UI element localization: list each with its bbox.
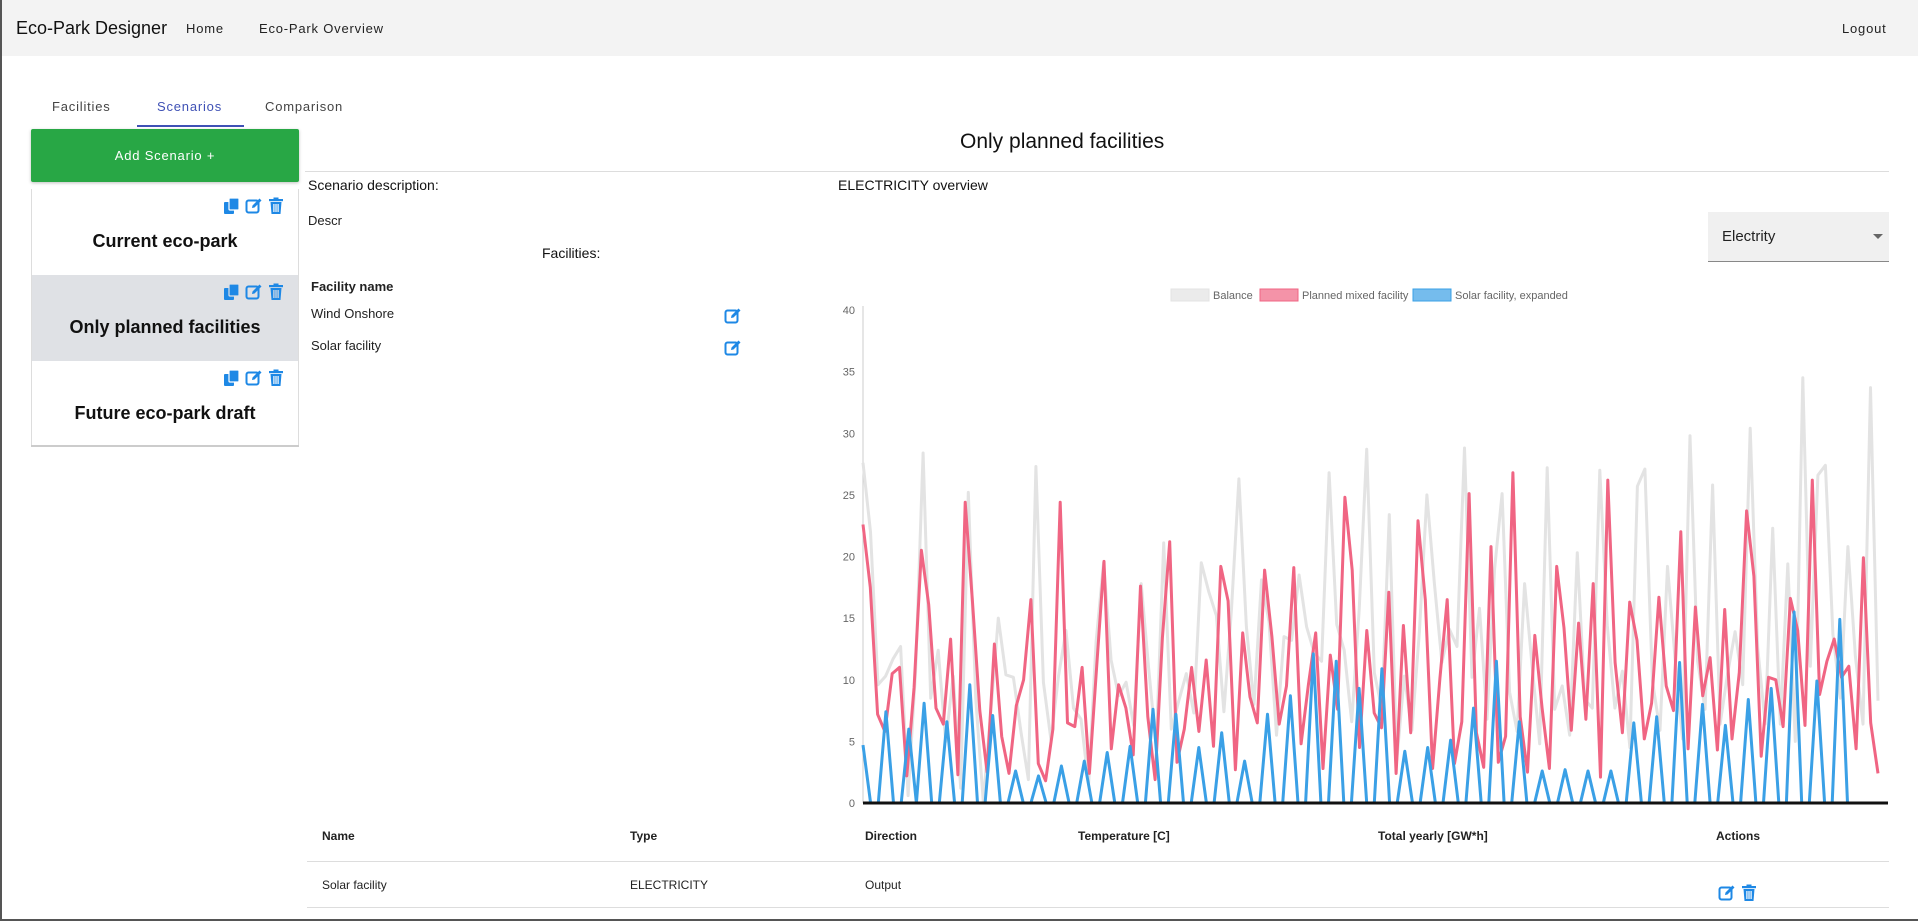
legend-label: Planned mixed facility — [1302, 290, 1409, 302]
cell-type: ELECTRICITY — [630, 878, 709, 892]
y-tick-label: 5 — [849, 736, 855, 748]
tab-facilities[interactable]: Facilities — [52, 99, 111, 114]
edit-icon[interactable] — [724, 307, 742, 325]
legend-label: Balance — [1213, 290, 1253, 302]
legend-swatch — [1412, 288, 1452, 302]
trash-icon[interactable] — [1740, 884, 1758, 902]
legend-swatch — [1259, 288, 1299, 302]
y-tick-label: 25 — [843, 490, 855, 502]
cell-name: Solar facility — [322, 878, 387, 892]
table-header-name: Name — [322, 829, 355, 843]
copy-icon[interactable] — [223, 369, 241, 387]
series-line-1 — [861, 471, 1880, 783]
facility-list-item: Wind Onshore — [311, 306, 395, 321]
active-tab-indicator — [137, 125, 244, 127]
app-brand[interactable]: Eco-Park Designer — [16, 18, 168, 38]
logout-link[interactable]: Logout — [1842, 21, 1887, 36]
facilities-label: Facilities: — [542, 245, 601, 261]
scenario-description-label: Scenario description: — [308, 177, 439, 193]
trash-icon[interactable] — [267, 283, 285, 301]
scenario-title: Only planned facilities — [960, 130, 1165, 153]
scenario-actions — [223, 283, 285, 301]
y-tick-label: 10 — [843, 675, 855, 687]
energy-type-select[interactable]: Electrity — [1708, 212, 1889, 262]
y-tick-label: 40 — [843, 305, 855, 317]
tab-scenarios[interactable]: Scenarios — [157, 99, 223, 114]
scenario-name[interactable]: Future eco-park draft — [74, 403, 256, 423]
facility-list-item: Solar facility — [311, 338, 382, 353]
edit-icon[interactable] — [245, 283, 263, 301]
y-tick-label: 35 — [843, 367, 855, 379]
table-header-temperature: Temperature [C] — [1078, 829, 1170, 843]
edit-icon[interactable] — [245, 197, 263, 215]
add-scenario-button[interactable]: Add Scenario + — [31, 129, 299, 182]
scenario-description-text: Descr — [308, 213, 342, 228]
copy-icon[interactable] — [223, 197, 241, 215]
scenario-card[interactable]: Current eco-park — [31, 189, 299, 275]
scenario-actions — [223, 369, 285, 387]
table-header-direction: Direction — [865, 829, 918, 843]
overview-title: ELECTRICITY overview — [838, 177, 988, 193]
scenario-card-selected[interactable]: Only planned facilities — [31, 275, 299, 361]
nav-link-eco-park-overview[interactable]: Eco-Park Overview — [259, 21, 384, 36]
nav-link-home[interactable]: Home — [186, 21, 224, 36]
y-tick-label: 0 — [849, 798, 855, 810]
y-tick-label: 20 — [843, 552, 855, 564]
electricity-chart: 0 5 10 15 20 25 30 35 40 Balance Planned mixed fac… — [843, 288, 1888, 810]
copy-icon[interactable] — [223, 283, 241, 301]
table-header-type: Type — [630, 829, 658, 843]
table-header-actions: Actions — [1716, 829, 1761, 843]
trash-icon[interactable] — [267, 369, 285, 387]
cell-direction: Output — [865, 878, 902, 892]
edit-icon[interactable] — [245, 369, 263, 387]
scenario-list-bottom — [31, 445, 299, 447]
y-tick-label: 15 — [843, 613, 855, 625]
top-navbar: Eco-Park Designer Home Eco-Park Overview… — [2, 0, 1918, 56]
scenario-actions — [223, 197, 285, 215]
table-header-total-yearly: Total yearly [GW*h] — [1378, 829, 1488, 843]
tab-comparison[interactable]: Comparison — [265, 99, 344, 114]
energy-type-select-value: Electrity — [1722, 228, 1776, 245]
edit-icon[interactable] — [1718, 884, 1736, 902]
legend-label: Solar facility, expanded — [1455, 290, 1568, 302]
scenario-name[interactable]: Only planned facilities — [69, 317, 261, 337]
table-header-divider — [307, 861, 1889, 862]
caret-down-icon — [1873, 234, 1883, 239]
scenario-card[interactable]: Future eco-park draft — [31, 361, 299, 447]
trash-icon[interactable] — [267, 197, 285, 215]
y-tick-label: 30 — [843, 428, 855, 440]
table-row-divider — [307, 907, 1889, 908]
facility-name-header: Facility name — [311, 279, 394, 294]
legend-swatch — [1170, 288, 1210, 302]
edit-icon[interactable] — [724, 339, 742, 357]
title-divider — [305, 171, 1889, 172]
scenario-name[interactable]: Current eco-park — [92, 231, 238, 251]
